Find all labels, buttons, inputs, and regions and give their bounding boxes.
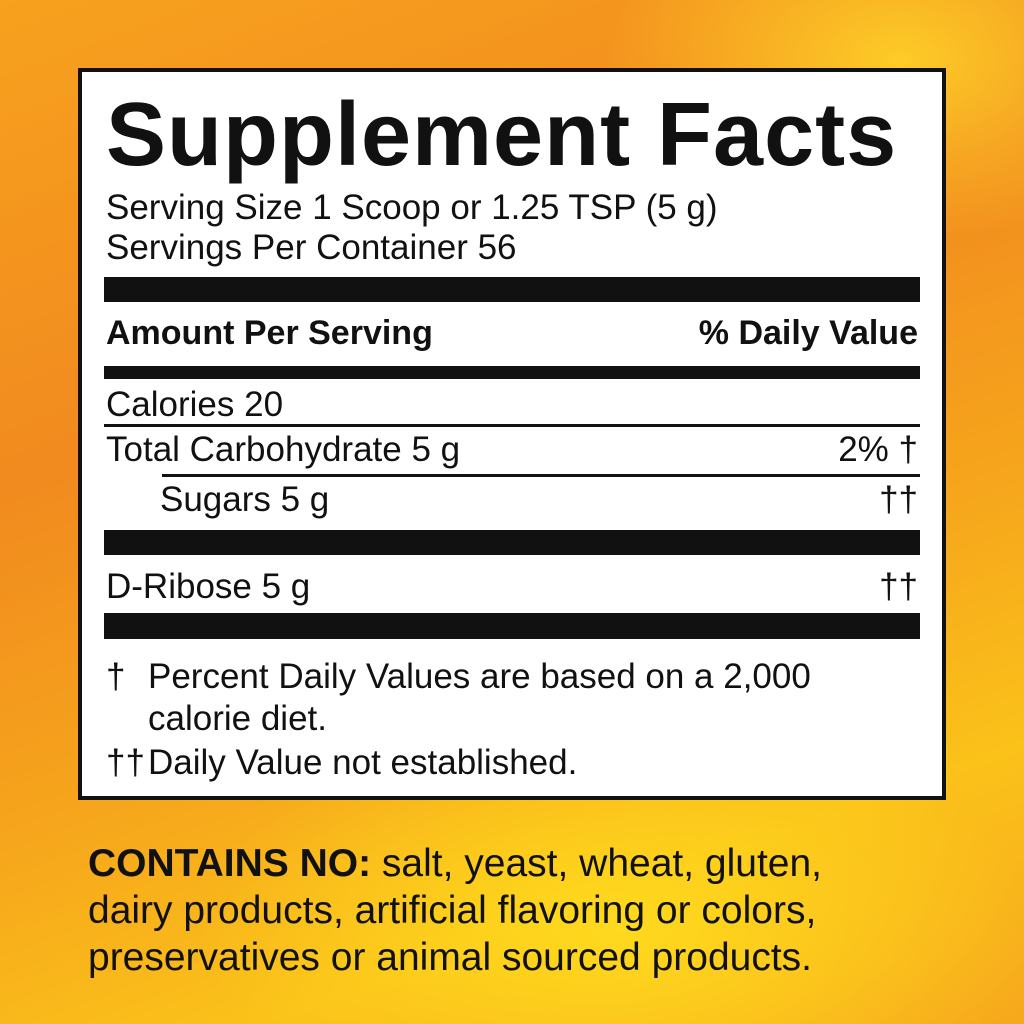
footnote-1-line2: calorie diet. bbox=[148, 699, 327, 738]
divider-thin bbox=[104, 424, 920, 427]
contains-line-3: preservatives or animal sourced products… bbox=[88, 936, 812, 979]
header-amount-per-serving: Amount Per Serving bbox=[106, 314, 433, 352]
footnote-1-line1: Percent Daily Values are based on a 2,00… bbox=[148, 657, 811, 696]
header-daily-value: % Daily Value bbox=[698, 314, 918, 352]
servings-per-container: Servings Per Container 56 bbox=[106, 228, 517, 267]
panel-title: Supplement Facts bbox=[106, 85, 898, 185]
contains-heading: CONTAINS NO: bbox=[88, 842, 372, 885]
divider-thin bbox=[162, 474, 920, 477]
divider-medium bbox=[104, 366, 920, 379]
row-sugars: Sugars 5 g bbox=[160, 480, 330, 519]
footnote-mark-1: † bbox=[106, 657, 126, 696]
divider-thick bbox=[104, 530, 920, 555]
dv-sugars: †† bbox=[879, 480, 918, 519]
contains-line-1: CONTAINS NO: salt, yeast, wheat, gluten, bbox=[88, 840, 968, 887]
row-total-carbohydrate: Total Carbohydrate 5 g bbox=[106, 430, 461, 469]
dv-total-carbohydrate: 2% † bbox=[838, 430, 918, 469]
row-d-ribose: D-Ribose 5 g bbox=[106, 567, 311, 606]
divider-thick bbox=[104, 277, 920, 302]
footnote-2: Daily Value not established. bbox=[148, 743, 578, 782]
serving-size: Serving Size 1 Scoop or 1.25 TSP (5 g) bbox=[106, 188, 718, 227]
contains-line-2: dairy products, artificial flavoring or … bbox=[88, 889, 817, 932]
supplement-facts-panel: Supplement Facts Serving Size 1 Scoop or… bbox=[78, 68, 946, 800]
contains-no-statement: CONTAINS NO: salt, yeast, wheat, gluten,… bbox=[88, 840, 968, 981]
footnote-mark-2: †† bbox=[106, 743, 145, 782]
dv-d-ribose: †† bbox=[879, 567, 918, 606]
row-calories: Calories 20 bbox=[106, 385, 284, 424]
divider-thick bbox=[104, 613, 920, 639]
contains-text-1: salt, yeast, wheat, gluten, bbox=[371, 842, 823, 885]
